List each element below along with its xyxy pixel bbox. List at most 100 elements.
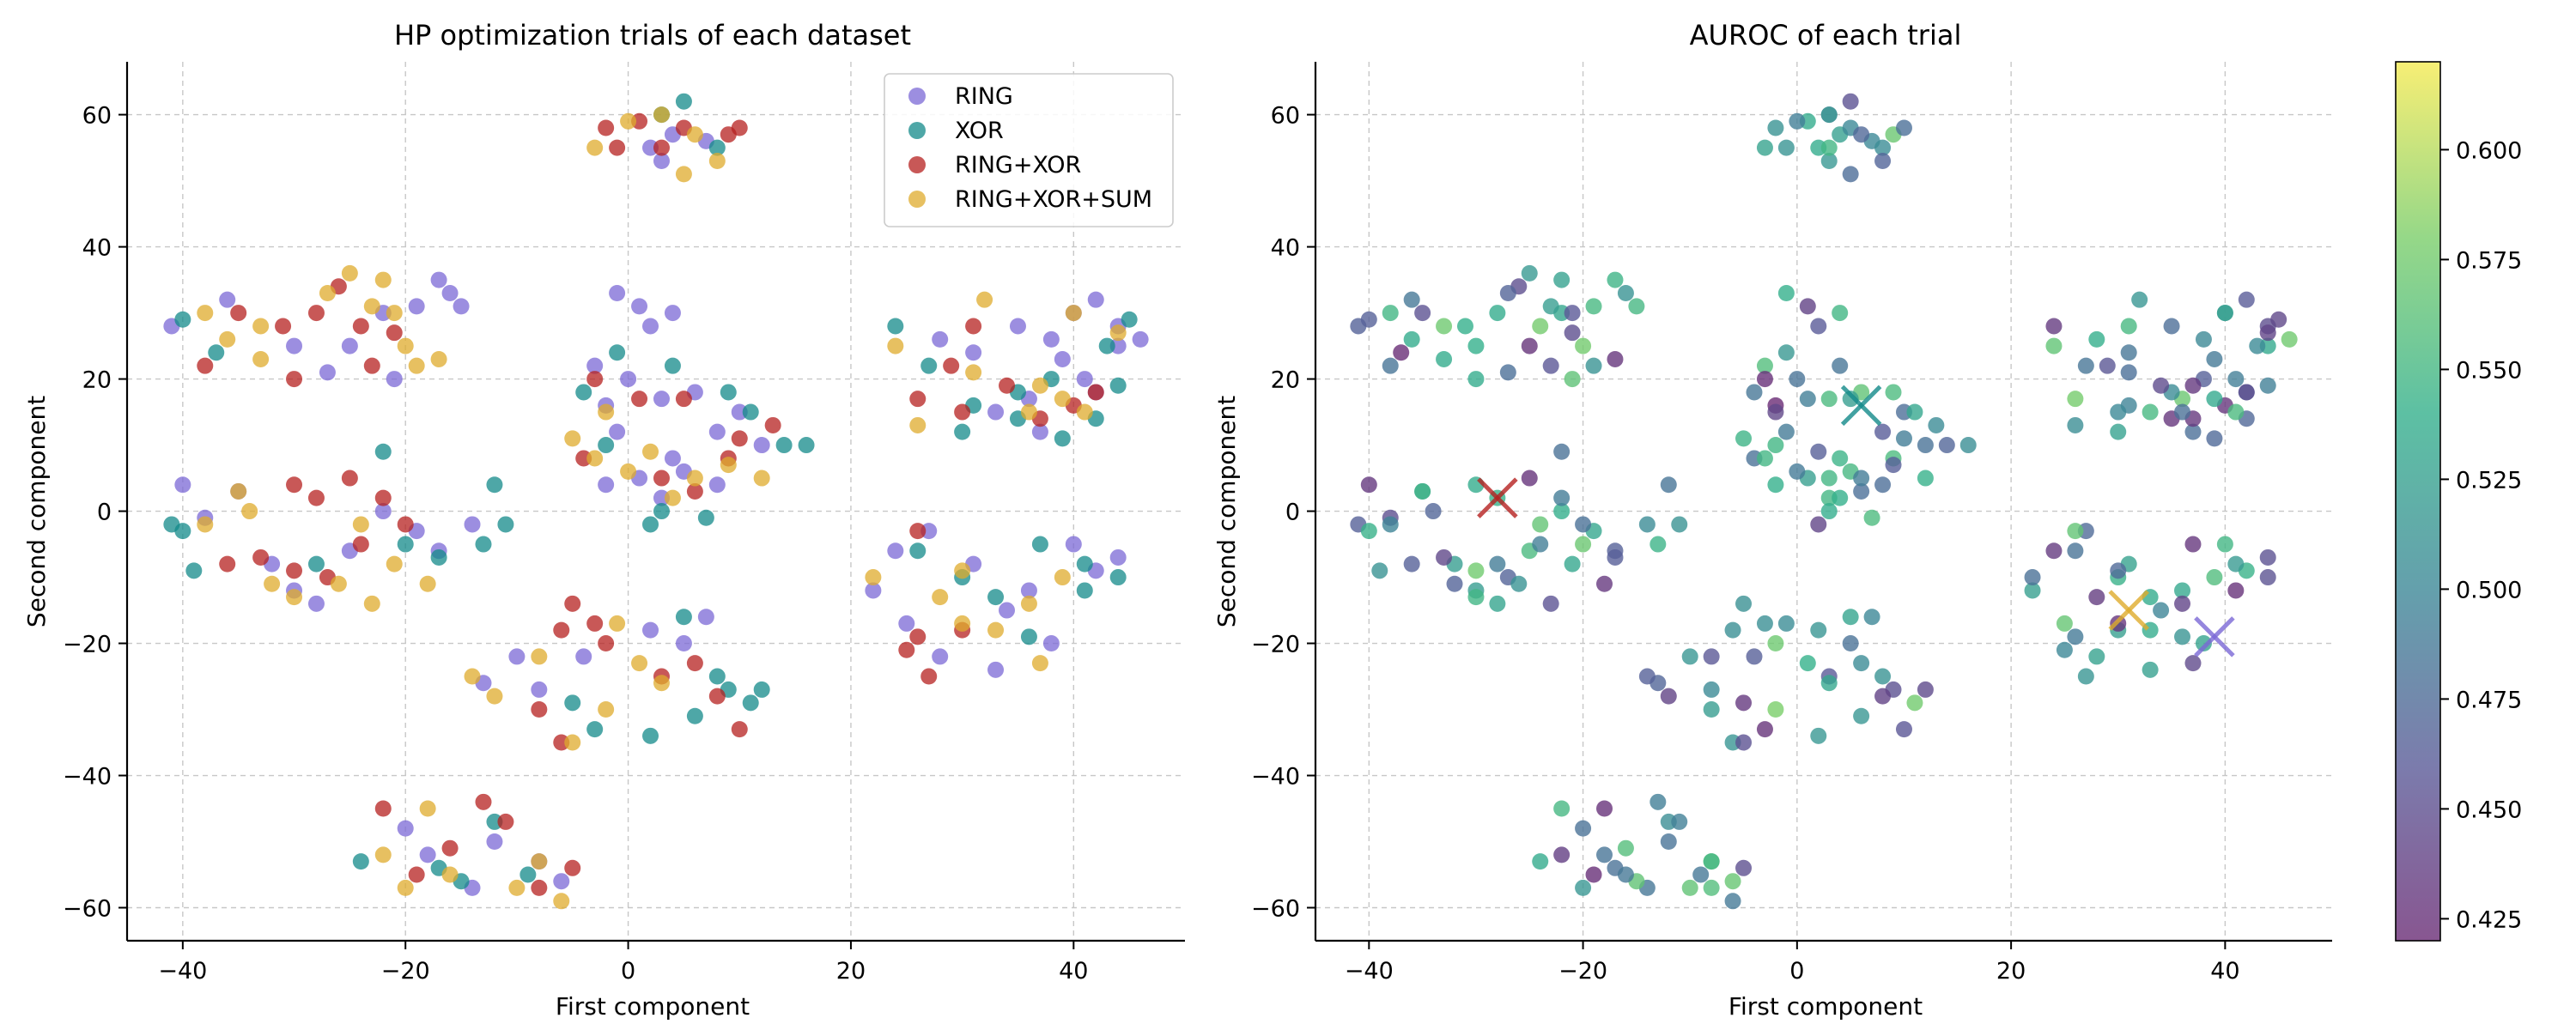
scatter-point	[1735, 430, 1753, 447]
scatter-point	[909, 523, 927, 540]
scatter-point	[965, 318, 982, 335]
scatter-point	[686, 470, 703, 487]
y-tick-label: −40	[1251, 764, 1300, 791]
scatter-point	[954, 615, 971, 632]
scatter-point	[664, 489, 681, 506]
scatter-point	[1446, 575, 1463, 592]
scatter-point	[575, 648, 592, 665]
scatter-point	[1895, 119, 1912, 136]
y-axis-label-right: Second component	[1212, 396, 1241, 627]
scatter-point	[1789, 463, 1806, 480]
scatter-point	[1031, 655, 1048, 672]
scatter-point	[1660, 476, 1677, 494]
scatter-point	[1767, 119, 1784, 136]
scatter-point	[374, 443, 392, 460]
scatter-point	[720, 457, 737, 474]
grid-right	[1315, 62, 2332, 941]
scatter-point	[2045, 337, 2063, 354]
scatter-point	[598, 119, 615, 136]
scatter-point	[708, 476, 726, 494]
scatter-point	[2088, 648, 2105, 665]
scatter-point	[1414, 305, 1431, 322]
scatter-point	[2249, 337, 2266, 354]
scatter-point	[1735, 859, 1753, 876]
scatter-point	[1585, 357, 1602, 374]
scatter-point	[252, 350, 270, 367]
scatter-point	[1393, 344, 1410, 361]
best-trial-marker	[2108, 590, 2149, 631]
scatter-point	[1436, 350, 1453, 367]
scatter-point	[1607, 350, 1624, 367]
scatter-point	[174, 523, 191, 540]
scatter-panel-datasets: HP optimization trials of each dataset −…	[22, 19, 1185, 1021]
scatter-point	[575, 384, 592, 401]
scatter-point	[731, 119, 748, 136]
scatter-point	[2270, 311, 2287, 328]
scatter-point	[286, 476, 303, 494]
scatter-point	[1767, 437, 1784, 454]
scatter-point	[686, 707, 703, 724]
scatter-point	[1109, 377, 1127, 394]
scatter-point	[363, 298, 380, 315]
scatter-point	[2238, 384, 2255, 401]
scatter-point	[898, 615, 915, 632]
scatter-point	[1885, 457, 1902, 474]
scatter-point	[1853, 470, 1870, 487]
scatter-point	[1832, 357, 1849, 374]
scatter-point	[887, 318, 904, 335]
x-tick-label: 40	[1059, 958, 1088, 985]
scatter-point	[1575, 516, 1592, 533]
scatter-point	[1042, 635, 1060, 652]
scatter-point	[1360, 311, 1377, 328]
scatter-point	[386, 371, 403, 388]
scatter-point	[1832, 450, 1849, 467]
scatter-point	[1703, 853, 1720, 870]
scatter-point	[1671, 516, 1688, 533]
scatter-point	[1703, 648, 1720, 665]
scatter-point	[531, 681, 548, 698]
scatter-point	[564, 734, 581, 751]
scatter-point	[2206, 569, 2223, 586]
scatter-point	[609, 423, 626, 440]
scatter-point	[1756, 357, 1773, 374]
scatter-point	[586, 615, 604, 632]
scatter-point	[708, 668, 726, 685]
scatter-point	[598, 701, 615, 718]
scatter-point	[352, 853, 369, 870]
y-tick-label: 0	[1285, 500, 1300, 526]
scatter-point	[1820, 675, 1838, 692]
scatter-point	[909, 542, 927, 560]
scatter-point	[1542, 298, 1559, 315]
scatter-point	[1810, 443, 1827, 460]
scatter-point	[920, 668, 938, 685]
scatter-point	[2045, 542, 2063, 560]
scatter-point	[464, 516, 481, 533]
scatter-point	[965, 364, 982, 381]
scatter-point	[1724, 873, 1741, 890]
scatter-point	[1820, 139, 1838, 156]
scatter-point	[2238, 291, 2255, 308]
y-tick-label: 40	[1271, 235, 1300, 262]
scatter-point	[1842, 609, 1859, 626]
scatter-point	[675, 391, 692, 408]
scatter-point	[1076, 555, 1093, 573]
x-tick-label: −20	[1558, 958, 1607, 985]
scatter-point	[1617, 866, 1634, 883]
scatter-point	[1938, 437, 1955, 454]
scatter-point	[1065, 536, 1082, 553]
scatter-point	[1628, 298, 1645, 315]
y-tick-label: −40	[63, 764, 112, 791]
scatter-point	[307, 595, 325, 612]
scatter-point	[252, 318, 270, 335]
scatter-point	[2110, 562, 2127, 579]
scatter-point	[2281, 330, 2298, 348]
scatter-point	[1076, 403, 1093, 421]
scatter-point	[2120, 364, 2137, 381]
scatter-point	[1767, 635, 1784, 652]
scatter-point	[631, 655, 648, 672]
y-tick-label: −20	[63, 632, 112, 658]
scatter-point	[1767, 403, 1784, 421]
scatter-point	[1020, 403, 1037, 421]
scatter-point	[2216, 536, 2233, 553]
scatter-point	[1820, 391, 1838, 408]
